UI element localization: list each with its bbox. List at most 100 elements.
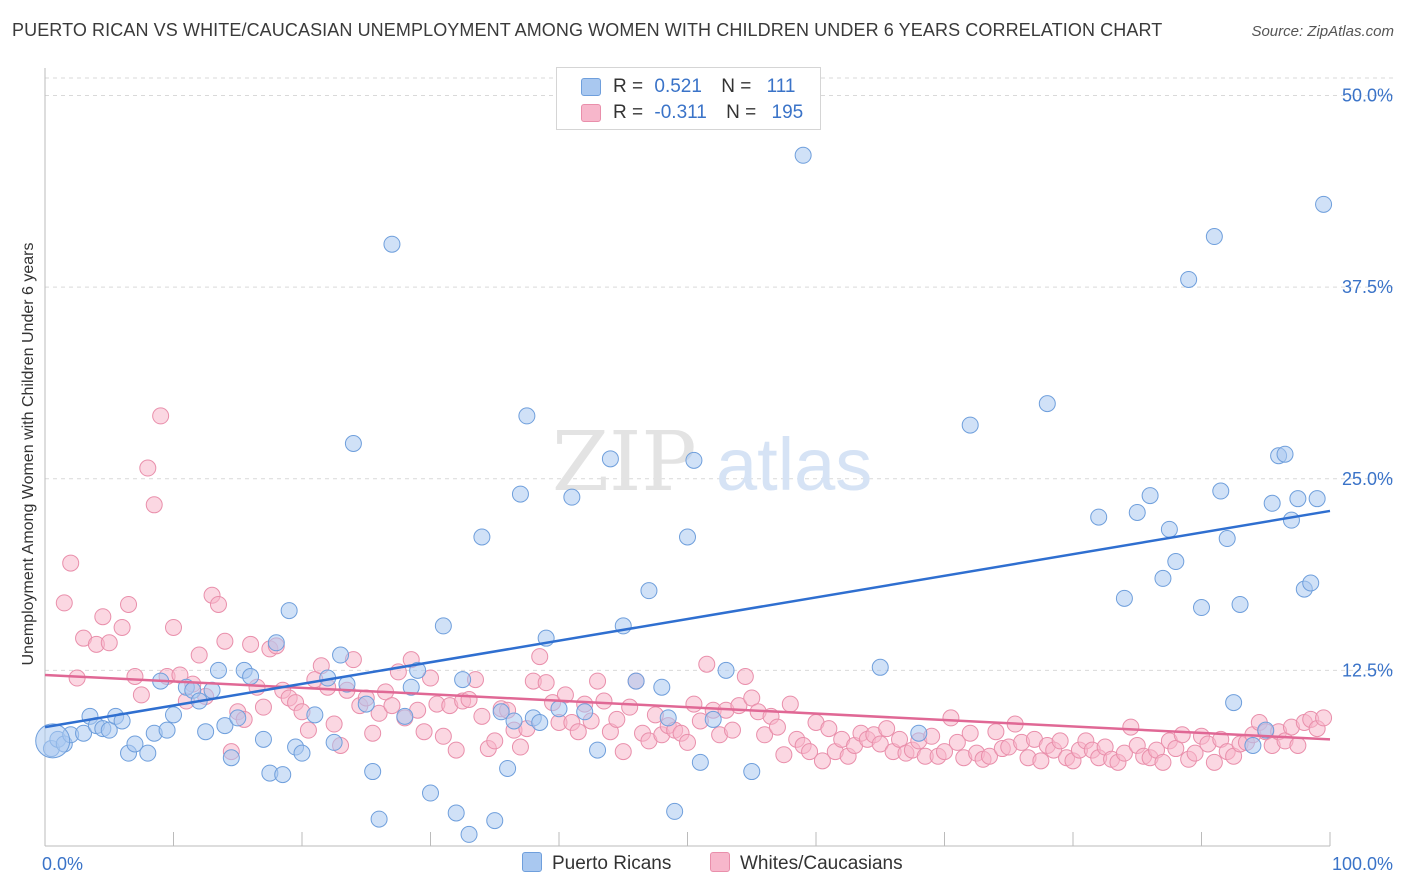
point-puerto-ricans xyxy=(685,451,703,469)
point-whites-caucasians xyxy=(100,634,118,652)
point-puerto-ricans xyxy=(531,713,549,731)
point-puerto-ricans xyxy=(325,733,343,751)
point-whites-caucasians xyxy=(216,632,234,650)
point-whites-caucasians xyxy=(1315,709,1333,727)
bottom-legend-label: Whites/Caucasians xyxy=(740,853,903,874)
point-puerto-ricans xyxy=(396,707,414,725)
chart-source: Source: ZipAtlas.com xyxy=(1251,23,1394,40)
point-whites-caucasians xyxy=(768,718,786,736)
point-puerto-ricans xyxy=(1218,530,1236,548)
point-puerto-ricans xyxy=(589,741,607,759)
point-puerto-ricans xyxy=(1289,490,1307,508)
point-whites-caucasians xyxy=(190,646,208,664)
point-puerto-ricans-cluster xyxy=(35,723,71,759)
point-puerto-ricans xyxy=(1115,589,1133,607)
point-puerto-ricans xyxy=(357,695,375,713)
point-whites-caucasians xyxy=(820,720,838,738)
point-puerto-ricans xyxy=(1160,520,1178,538)
point-puerto-ricans xyxy=(794,146,812,164)
legend-r-value: 0.521 xyxy=(654,76,702,97)
point-puerto-ricans xyxy=(505,712,523,730)
point-whites-caucasians xyxy=(152,407,170,425)
point-puerto-ricans xyxy=(473,528,491,546)
point-puerto-ricans xyxy=(158,721,176,739)
point-whites-caucasians xyxy=(743,689,761,707)
point-whites-caucasians xyxy=(621,698,639,716)
point-whites-caucasians xyxy=(980,747,998,765)
point-whites-caucasians xyxy=(723,721,741,739)
bottom-legend-whites-caucasians: Whites/Caucasians xyxy=(710,852,903,875)
legend-r-label: R = xyxy=(613,102,644,123)
point-puerto-ricans xyxy=(1154,569,1172,587)
chart-title: PUERTO RICAN VS WHITE/CAUCASIAN UNEMPLOY… xyxy=(12,20,1163,40)
point-puerto-ricans xyxy=(743,763,761,781)
point-whites-caucasians xyxy=(370,704,388,722)
point-puerto-ricans xyxy=(344,434,362,452)
point-whites-caucasians xyxy=(948,733,966,751)
trend-line-whites-caucasians xyxy=(44,673,1331,741)
point-whites-caucasians xyxy=(781,695,799,713)
legend-swatch-pink xyxy=(581,104,601,122)
point-whites-caucasians xyxy=(698,655,716,673)
point-whites-caucasians xyxy=(736,668,754,686)
point-puerto-ricans xyxy=(383,235,401,253)
point-whites-caucasians xyxy=(139,459,157,477)
point-whites-caucasians xyxy=(94,608,112,626)
point-whites-caucasians xyxy=(242,635,260,653)
point-whites-caucasians xyxy=(595,692,613,710)
point-puerto-ricans xyxy=(1263,494,1281,512)
point-whites-caucasians xyxy=(556,686,574,704)
point-puerto-ricans xyxy=(1231,595,1249,613)
x-tick-label: 100.0% xyxy=(1332,854,1393,874)
point-puerto-ricans xyxy=(197,723,215,741)
point-puerto-ricans xyxy=(601,450,619,468)
point-puerto-ricans xyxy=(666,802,684,820)
point-puerto-ricans xyxy=(640,582,658,600)
point-whites-caucasians xyxy=(987,723,1005,741)
point-puerto-ricans xyxy=(229,709,247,727)
point-puerto-ricans xyxy=(492,703,510,721)
point-whites-caucasians xyxy=(756,726,774,744)
point-whites-caucasians xyxy=(679,733,696,751)
point-puerto-ricans xyxy=(364,763,382,781)
bottom-legend-puerto-ricans: Puerto Ricans xyxy=(522,852,671,875)
point-puerto-ricans xyxy=(1225,694,1243,712)
point-puerto-ricans xyxy=(460,825,478,843)
point-puerto-ricans xyxy=(871,658,889,676)
point-puerto-ricans xyxy=(280,602,298,620)
point-puerto-ricans xyxy=(165,706,182,724)
point-puerto-ricans xyxy=(216,717,234,735)
point-puerto-ricans xyxy=(717,661,735,679)
point-whites-caucasians xyxy=(871,735,889,753)
point-whites-caucasians xyxy=(145,496,163,514)
point-whites-caucasians xyxy=(961,724,979,742)
point-whites-caucasians xyxy=(132,686,150,704)
point-puerto-ricans xyxy=(434,617,452,635)
point-whites-caucasians xyxy=(1122,718,1140,736)
point-whites-caucasians xyxy=(569,723,587,741)
point-puerto-ricans xyxy=(306,706,324,724)
point-puerto-ricans xyxy=(274,766,292,784)
point-whites-caucasians xyxy=(775,746,793,764)
bottom-legend-swatch-pink xyxy=(710,852,730,872)
point-puerto-ricans xyxy=(659,709,677,727)
point-whites-caucasians xyxy=(1032,752,1050,770)
point-whites-caucasians xyxy=(1173,726,1191,744)
legend-n-value: 195 xyxy=(771,102,804,123)
point-whites-caucasians xyxy=(1154,753,1172,771)
point-puerto-ricans xyxy=(550,700,568,718)
point-puerto-ricans xyxy=(402,678,420,696)
point-whites-caucasians xyxy=(531,648,549,666)
point-puerto-ricans xyxy=(332,646,350,664)
point-puerto-ricans xyxy=(422,784,439,802)
point-whites-caucasians xyxy=(1289,736,1307,754)
point-whites-caucasians xyxy=(801,743,819,761)
y-tick-label: 25.0% xyxy=(1342,469,1393,489)
point-puerto-ricans xyxy=(409,661,427,679)
point-puerto-ricans xyxy=(293,744,311,762)
point-puerto-ricans xyxy=(1315,195,1333,213)
point-puerto-ricans xyxy=(139,744,157,762)
point-puerto-ricans xyxy=(704,710,722,728)
point-puerto-ricans xyxy=(75,724,93,742)
